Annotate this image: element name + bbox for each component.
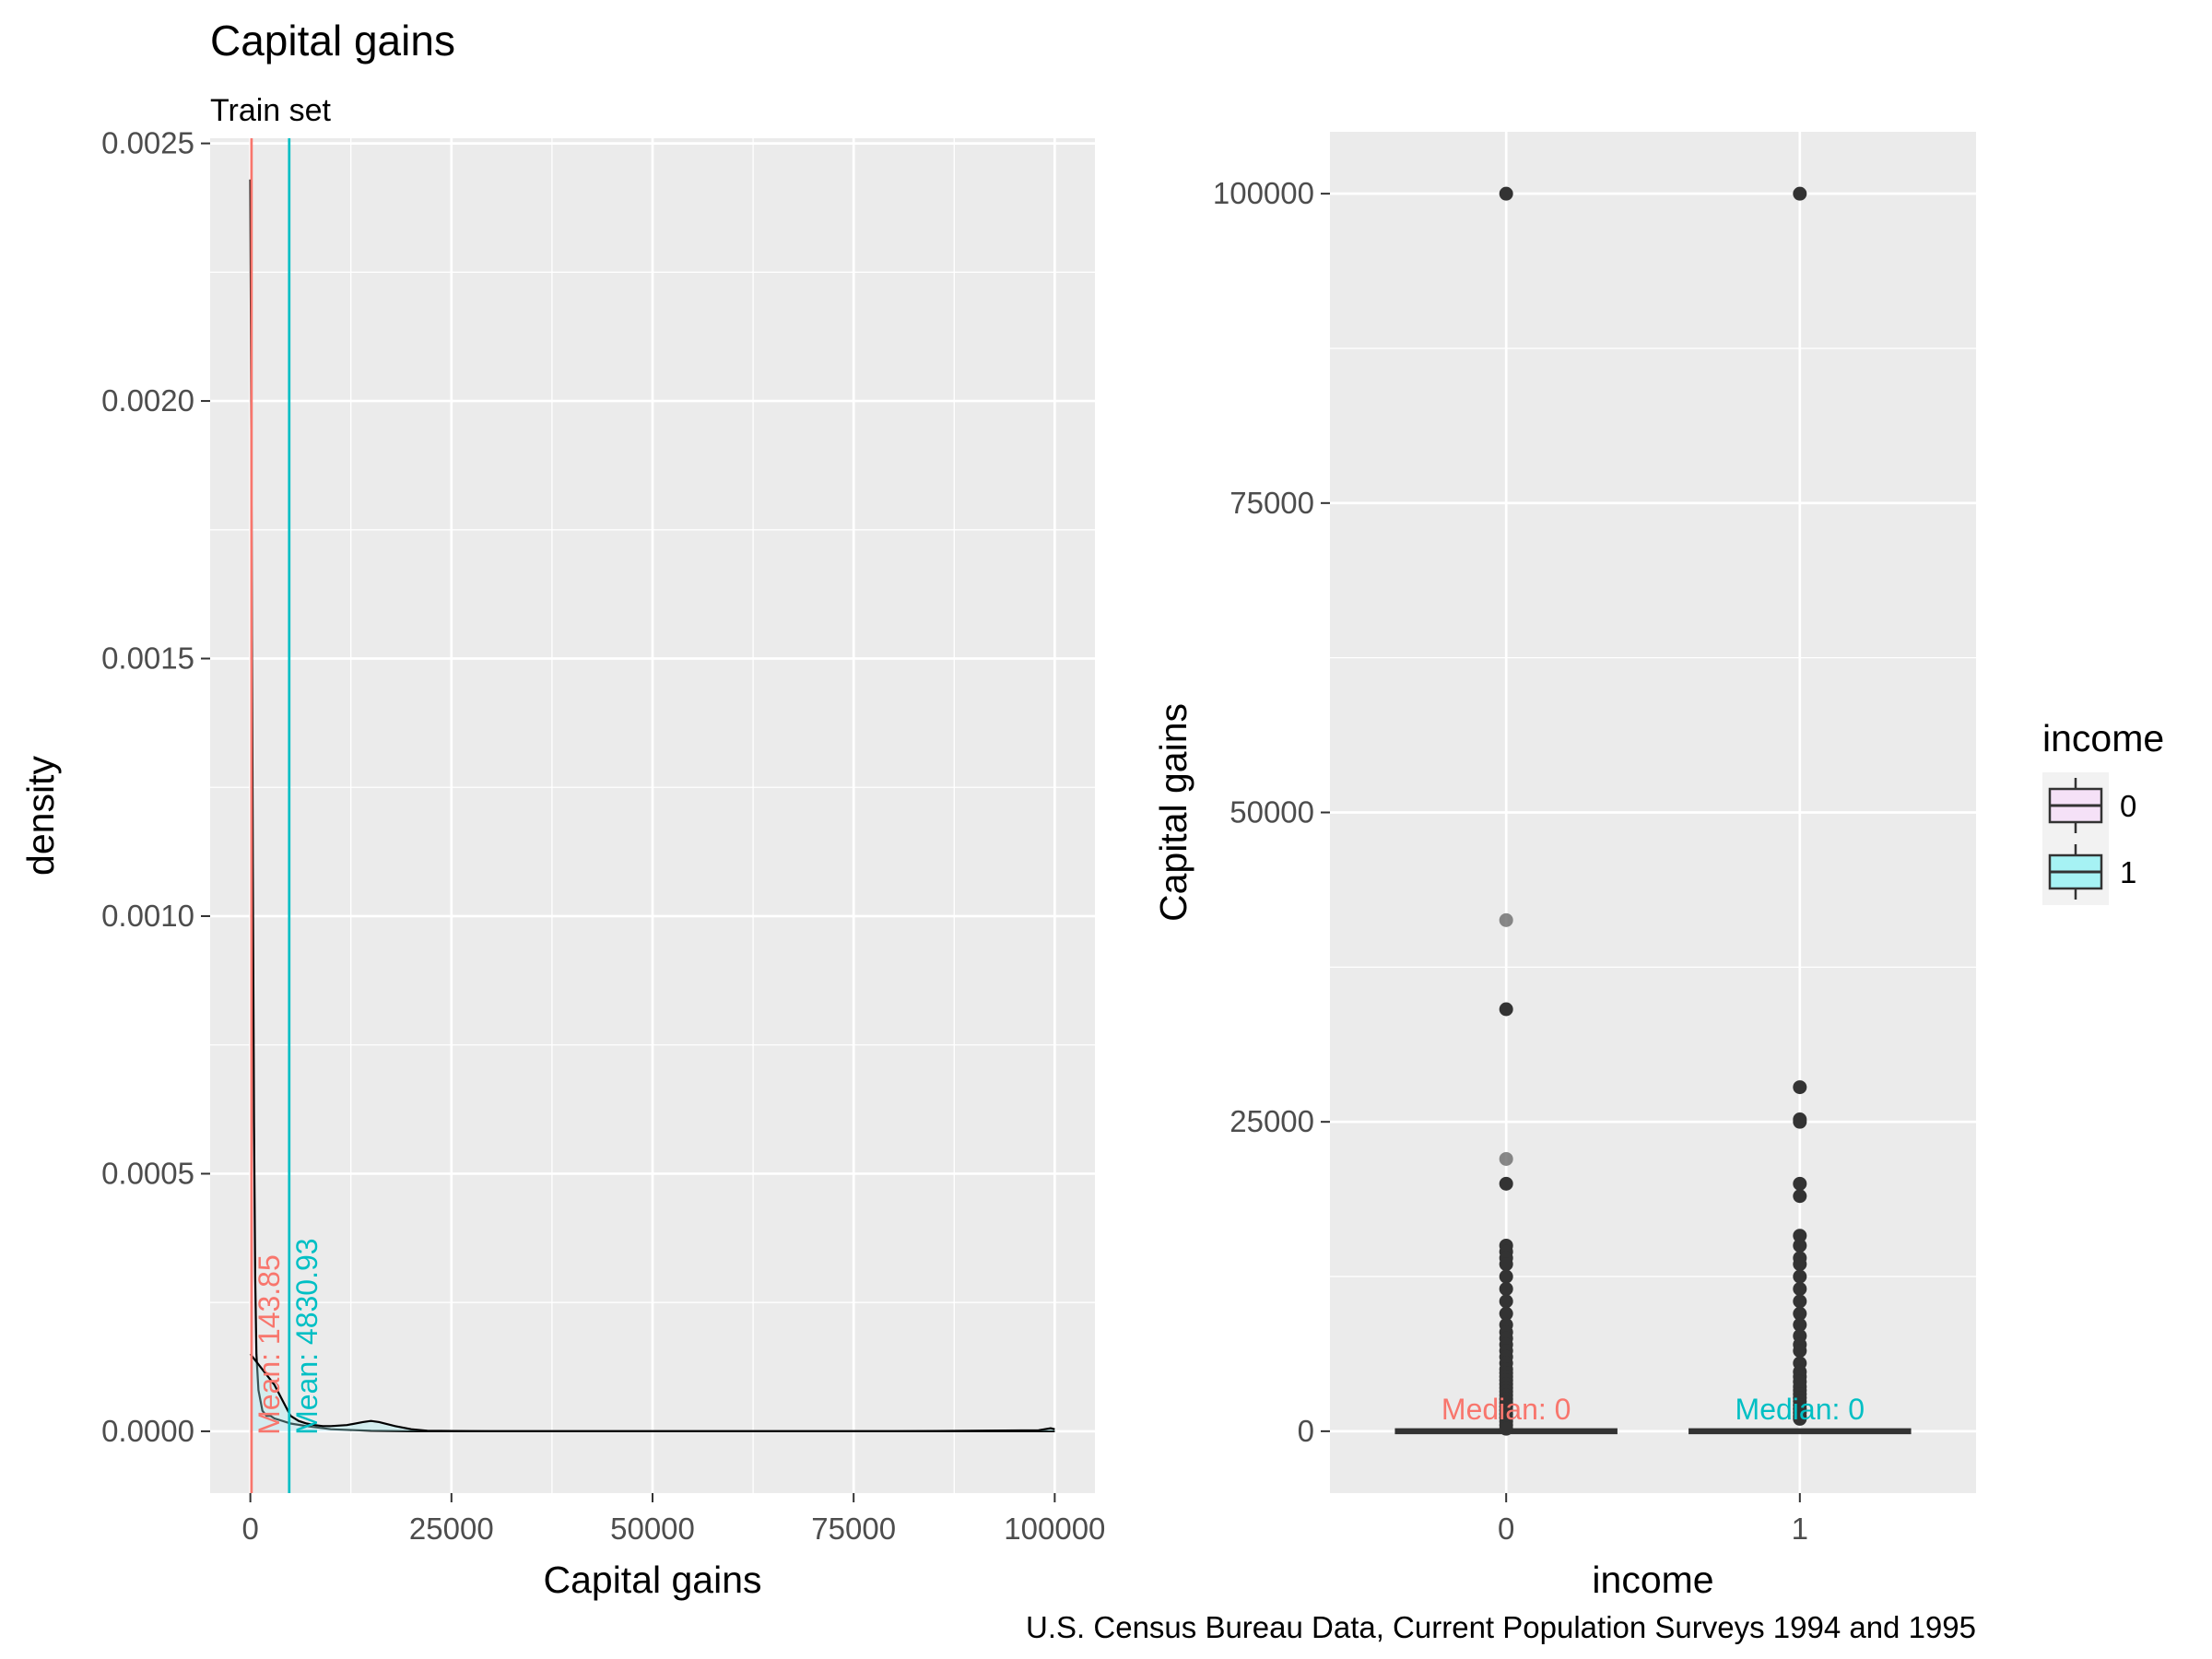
outlier-point-income-1 — [1793, 1189, 1807, 1204]
density-x-tick-label: 100000 — [1004, 1512, 1105, 1546]
outlier-point-income-1 — [1793, 1176, 1807, 1191]
boxplot-axis-ticks: 0 25000 50000 75000 100000 0 1 — [1213, 176, 1808, 1546]
outlier-point-income-0 — [1499, 1257, 1513, 1272]
outlier-point-income-1 — [1793, 1411, 1807, 1426]
density-y-tick-label: 0.0000 — [101, 1414, 194, 1448]
outlier-point-income-0 — [1499, 1421, 1513, 1436]
density-y-tick-label: 0.0020 — [101, 383, 194, 418]
density-x-tick-label: 25000 — [409, 1512, 494, 1546]
boxplot-y-tick-label: 75000 — [1230, 486, 1314, 520]
boxplot-y-tick-label: 100000 — [1213, 176, 1314, 210]
outlier-point-income-1 — [1793, 1344, 1807, 1359]
outlier-point-income-1 — [1793, 1114, 1807, 1129]
density-curve-income-1 — [249, 1353, 1055, 1433]
median-label-income-0: Median: 0 — [1441, 1393, 1571, 1426]
outlier-point-income-1 — [1793, 1257, 1807, 1272]
chart-title: Capital gains — [210, 17, 455, 65]
legend-label-income-1: 1 — [2120, 855, 2136, 889]
outlier-point-income-0 — [1499, 1294, 1513, 1309]
outlier-point-income-1 — [1793, 1317, 1807, 1332]
boxplot-x-axis-title: income — [1592, 1559, 1713, 1601]
boxplot-marks: Median: 0 Median: 0 — [1394, 186, 1912, 1436]
outlier-point-income-1 — [1793, 1281, 1807, 1296]
outlier-point-income-0 — [1499, 912, 1513, 927]
mean-label-income-1: Mean: 4830.93 — [290, 1238, 324, 1435]
density-axis-ticks: 0.0000 0.0005 0.0010 0.0015 0.0020 0.0025 0 250… — [101, 126, 1105, 1546]
density-y-tick-label: 0.0010 — [101, 899, 194, 933]
outlier-point-income-0 — [1499, 1151, 1513, 1166]
outlier-point-income-1 — [1793, 1229, 1807, 1243]
density-x-tick-label: 50000 — [610, 1512, 695, 1546]
outlier-point-income-0 — [1499, 1306, 1513, 1321]
density-y-tick-label: 0.0015 — [101, 641, 194, 676]
outlier-point-income-1 — [1793, 186, 1807, 201]
boxplot: Median: 0 Median: 0 0 25000 50000 75000 10000… — [1152, 132, 1976, 1601]
outlier-point-income-0 — [1499, 186, 1513, 201]
outlier-point-income-0 — [1499, 1281, 1513, 1296]
boxplot-y-tick-label: 0 — [1298, 1414, 1314, 1448]
density-x-axis-title: Capital gains — [543, 1559, 761, 1601]
boxplot-x-tick-label: 1 — [1792, 1512, 1808, 1546]
density-plot: Mean: 143.85 Mean: 4830.93 0.00000.00050.… — [19, 126, 1105, 1601]
boxplot-y-tick-label: 50000 — [1230, 795, 1314, 830]
boxplot-y-tick-label: 25000 — [1230, 1104, 1314, 1138]
outlier-point-income-1 — [1793, 1238, 1807, 1253]
boxplot-x-tick-label: 0 — [1498, 1512, 1514, 1546]
outlier-point-income-1 — [1793, 1306, 1807, 1321]
outlier-point-income-0 — [1499, 1002, 1513, 1017]
outlier-point-income-1 — [1793, 1294, 1807, 1309]
mean-label-income-0: Mean: 143.85 — [253, 1254, 286, 1435]
density-x-tick-label: 0 — [241, 1512, 258, 1546]
outlier-point-income-1 — [1793, 1269, 1807, 1284]
density-y-tick-label: 0.0025 — [101, 126, 194, 160]
legend-title: income — [2042, 717, 2164, 759]
density-x-tick-label: 75000 — [811, 1512, 896, 1546]
outlier-point-income-1 — [1793, 1080, 1807, 1095]
chart-caption: U.S. Census Bureau Data, Current Populat… — [1026, 1610, 1976, 1644]
outlier-point-income-0 — [1499, 1176, 1513, 1191]
density-y-axis-title: density — [19, 756, 62, 876]
density-curves: Mean: 143.85 Mean: 4830.93 — [249, 138, 1055, 1493]
legend: income 0 1 — [2042, 717, 2164, 905]
boxplot-y-axis-title: Capital gains — [1152, 703, 1194, 922]
chart-subtitle: Train set — [210, 93, 332, 128]
density-y-tick-label: 0.0005 — [101, 1156, 194, 1190]
legend-label-income-0: 0 — [2120, 789, 2136, 823]
outlier-point-income-0 — [1499, 1269, 1513, 1284]
median-label-income-1: Median: 0 — [1735, 1393, 1865, 1426]
